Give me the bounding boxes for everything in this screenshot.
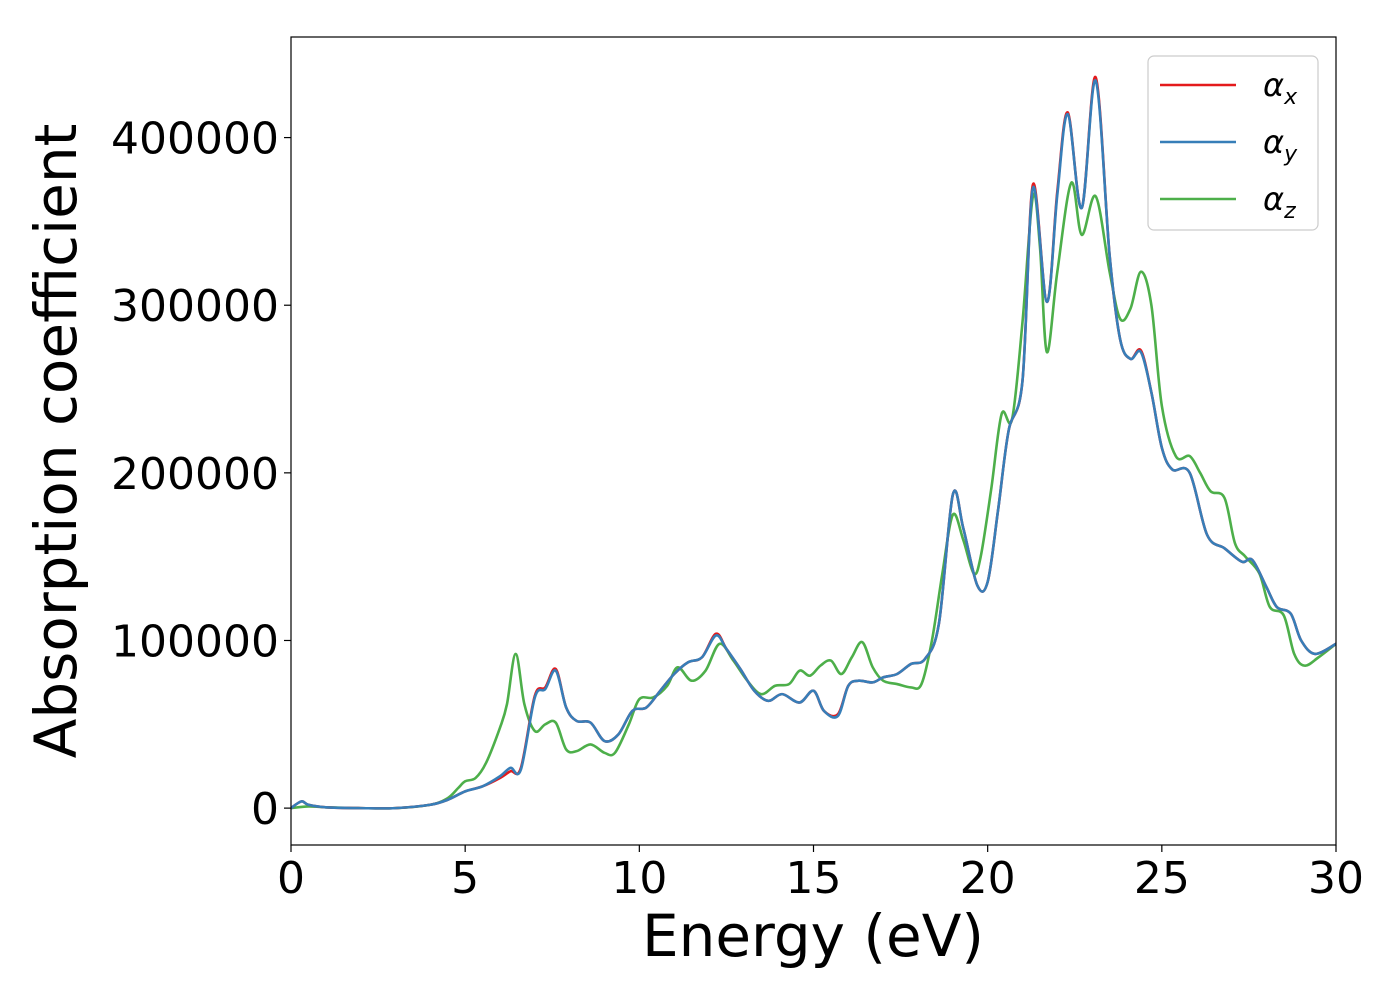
y-axis: 0 100000 200000 300000 400000 <box>111 114 291 835</box>
y-tick-label: 100000 <box>111 616 279 667</box>
x-tick-label: 15 <box>786 853 842 904</box>
legend-label-z: αz <box>1263 180 1296 224</box>
x-axis: 0 5 10 15 20 25 30 <box>277 845 1364 904</box>
y-tick-label: 300000 <box>111 281 279 332</box>
x-tick-label: 5 <box>451 853 479 904</box>
y-tick-label: 0 <box>251 784 279 835</box>
legend: αx αy αz <box>1147 55 1319 231</box>
x-tick-label: 0 <box>277 853 305 904</box>
y-tick-label: 400000 <box>111 114 279 165</box>
x-axis-title: Energy (eV) <box>642 902 984 970</box>
y-axis-title: Absorption coefficient <box>22 124 90 759</box>
series-line-y <box>291 79 1336 810</box>
series-layer <box>291 75 1336 810</box>
series-line-z <box>291 181 1336 810</box>
x-tick-label: 20 <box>960 853 1016 904</box>
x-tick-label: 10 <box>611 853 667 904</box>
y-tick-label: 200000 <box>111 449 279 500</box>
legend-label-x: αx <box>1263 66 1298 110</box>
legend-label-y: αy <box>1263 123 1298 167</box>
x-tick-label: 30 <box>1308 853 1364 904</box>
x-tick-label: 25 <box>1134 853 1190 904</box>
